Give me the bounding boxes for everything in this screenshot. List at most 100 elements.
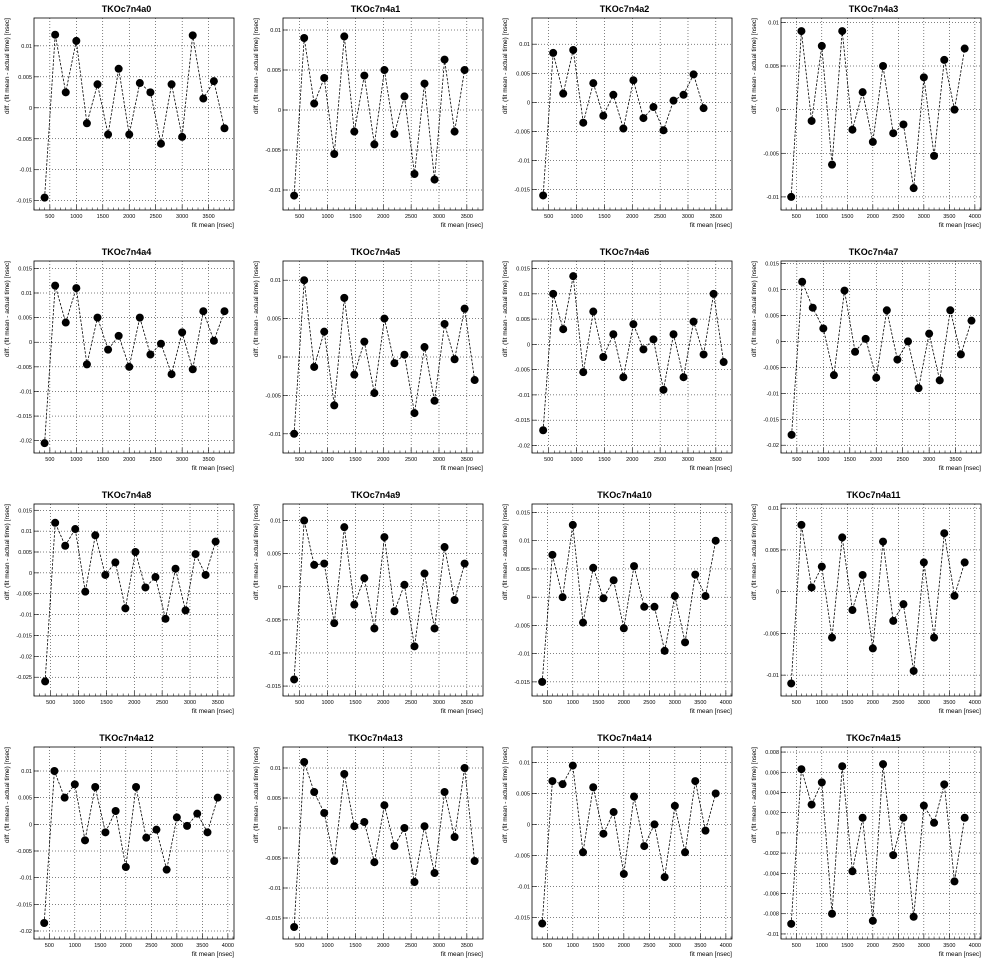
data-point: [889, 616, 898, 625]
scatter-chart: TKOc7n4a14 500 1000 1500 2000 2500 3000 3500 400…: [502, 733, 733, 958]
data-point: [40, 193, 49, 202]
data-point: [450, 355, 459, 364]
plot-frame: [531, 746, 733, 940]
y-tick-label: 0.005: [765, 64, 779, 70]
data-point: [370, 389, 379, 398]
chart-panel: TKOc7n4a8 500 1000 1500 2000 2500 3000 3500 -0.0…: [0, 486, 249, 729]
data-point: [81, 836, 90, 845]
data-point: [649, 335, 658, 344]
scatter-chart: TKOc7n4a0 500 1000 1500 2000 2500 3000 3500 -0.0…: [4, 4, 235, 229]
y-tick-label: 0: [29, 822, 32, 828]
y-tick-label: -0.005: [514, 623, 530, 629]
plot-frame: [282, 746, 484, 940]
y-tick-label: 0.004: [765, 790, 779, 796]
data-point: [719, 358, 728, 367]
data-point: [538, 677, 547, 686]
data-point: [61, 318, 70, 327]
data-point: [679, 90, 688, 99]
x-tick-label: 2500: [405, 457, 417, 463]
y-tick-label: 0: [29, 106, 32, 112]
data-point: [691, 777, 700, 786]
chart-title: TKOc7n4a4: [102, 247, 152, 257]
x-tick-label: 1500: [844, 457, 856, 463]
series-line: [293, 280, 475, 434]
data-point: [609, 330, 618, 339]
data-point: [91, 783, 100, 791]
data-point: [93, 313, 102, 322]
data-point: [919, 73, 928, 82]
y-tick-label: 0.01: [270, 278, 281, 284]
data-point: [639, 114, 648, 123]
x-tick-label: 1500: [349, 214, 361, 220]
data-point: [619, 373, 628, 382]
data-point: [72, 36, 81, 45]
data-point: [390, 130, 399, 138]
x-axis-label: fit mean [nsec]: [939, 222, 981, 229]
plot-frame: [531, 260, 733, 454]
data-point: [104, 345, 113, 354]
x-tick-label: 3500: [710, 214, 722, 220]
data-point: [167, 80, 176, 89]
x-tick-label: 2000: [870, 457, 882, 463]
data-point: [558, 780, 567, 789]
y-tick-label: -0.01: [268, 432, 281, 438]
data-point: [310, 560, 319, 569]
data-point: [350, 370, 359, 379]
data-point: [370, 140, 379, 149]
x-tick-label: 2000: [120, 943, 132, 949]
data-point: [899, 813, 908, 822]
y-tick-label: 0.01: [21, 291, 32, 297]
data-point: [410, 642, 419, 651]
data-point: [538, 919, 547, 928]
series-line: [541, 524, 717, 682]
x-tick-label: 500: [295, 943, 304, 949]
series-line: [541, 764, 717, 924]
data-point: [899, 120, 908, 129]
data-point: [156, 339, 165, 348]
y-tick-label: 0.015: [18, 266, 32, 272]
x-tick-label: 1000: [570, 214, 582, 220]
data-point: [290, 675, 299, 684]
y-tick-label: -0.01: [766, 195, 779, 201]
y-tick-label: -0.015: [763, 417, 779, 423]
y-tick-label: -0.015: [514, 418, 530, 424]
y-tick-label: -0.01: [766, 673, 779, 679]
data-point: [181, 606, 190, 615]
scatter-chart: TKOc7n4a12 500 1000 1500 2000 2500 3000 3500 400…: [4, 733, 235, 958]
data-point: [681, 638, 690, 647]
y-tick-label: -0.005: [16, 592, 32, 598]
data-point: [114, 64, 123, 73]
data-point: [956, 350, 965, 359]
y-tick-label: 0: [29, 340, 32, 346]
y-axis-label: diff. (fit mean - actual time) [nsec]: [4, 504, 11, 600]
series-line: [293, 761, 475, 928]
data-point: [797, 520, 806, 529]
y-tick-label: -0.015: [16, 633, 32, 639]
x-axis-label: fit mean [nsec]: [441, 708, 483, 715]
y-tick-label: 0: [527, 342, 530, 348]
data-point: [640, 602, 649, 611]
data-point: [950, 105, 959, 114]
x-axis-label: fit mean [nsec]: [192, 465, 234, 472]
y-tick-label: 0.01: [768, 288, 779, 294]
data-point: [71, 525, 80, 534]
data-point: [558, 593, 567, 602]
data-point: [787, 430, 796, 439]
data-point: [135, 79, 144, 88]
data-point: [320, 74, 329, 82]
y-tick-label: -0.01: [517, 652, 530, 658]
series-line: [790, 764, 966, 924]
data-point: [410, 409, 419, 418]
data-point: [689, 317, 698, 326]
data-point: [400, 580, 409, 589]
data-point: [101, 570, 110, 579]
x-tick-label: 3000: [918, 700, 930, 706]
y-tick-label: -0.015: [16, 199, 32, 205]
y-axis-label: diff. (fit mean - actual time) [nsec]: [502, 18, 509, 114]
data-point: [125, 130, 134, 139]
data-point: [548, 777, 557, 786]
data-point: [193, 809, 202, 818]
y-tick-label: 0.01: [519, 42, 530, 48]
data-point: [619, 124, 628, 133]
